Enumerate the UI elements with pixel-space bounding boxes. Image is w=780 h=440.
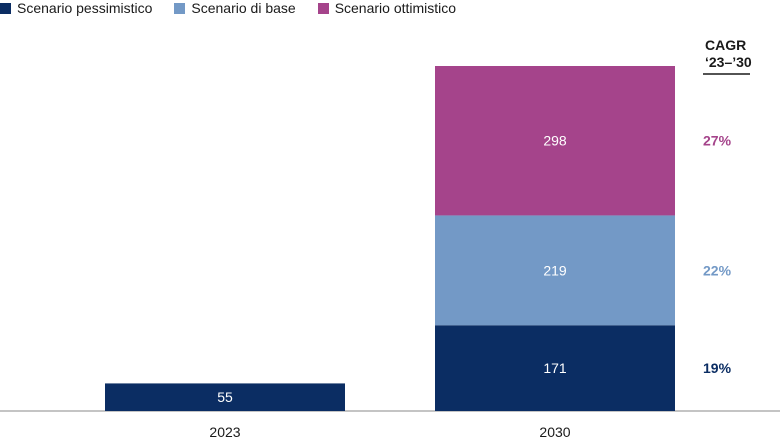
labels-layer: 55 2023 171 219 298 2030 27% 22% 19% [209, 133, 731, 440]
x-tick-label-2023: 2023 [209, 424, 240, 440]
legend-item-base: Scenario di base [174, 0, 296, 16]
legend: Scenario pessimistico Scenario di base S… [0, 0, 456, 16]
cagr-value-optimistic: 27% [703, 133, 732, 149]
value-label-2030-pessimistic: 171 [543, 360, 567, 376]
bars-layer [105, 66, 675, 411]
bar-2030-base [435, 215, 675, 326]
cagr-value-pessimistic: 19% [703, 360, 732, 376]
cagr-header-line1: CAGR [705, 37, 746, 53]
legend-item-pessimistic: Scenario pessimistico [0, 0, 152, 16]
value-label-2030-optimistic: 298 [543, 133, 567, 149]
value-label-2023-pessimistic: 55 [217, 389, 233, 405]
cagr-value-base: 22% [703, 262, 732, 278]
bar-2030-optimistic [435, 66, 675, 216]
legend-swatch-optimistic [317, 2, 329, 14]
bar-2030-pessimistic [435, 325, 675, 411]
legend-label-base: Scenario di base [191, 0, 296, 16]
legend-swatch-base [174, 2, 186, 14]
legend-swatch-pessimistic [0, 2, 11, 14]
legend-item-optimistic: Scenario ottimistico [317, 0, 457, 16]
value-label-2030-base: 219 [543, 262, 567, 278]
legend-label-pessimistic: Scenario pessimistico [17, 0, 153, 16]
legend-label-optimistic: Scenario ottimistico [334, 0, 457, 16]
x-tick-label-2030: 2030 [539, 424, 570, 440]
cagr-header-line2: ‘23–’30 [705, 54, 752, 70]
bar-2023-pessimistic [105, 383, 345, 411]
